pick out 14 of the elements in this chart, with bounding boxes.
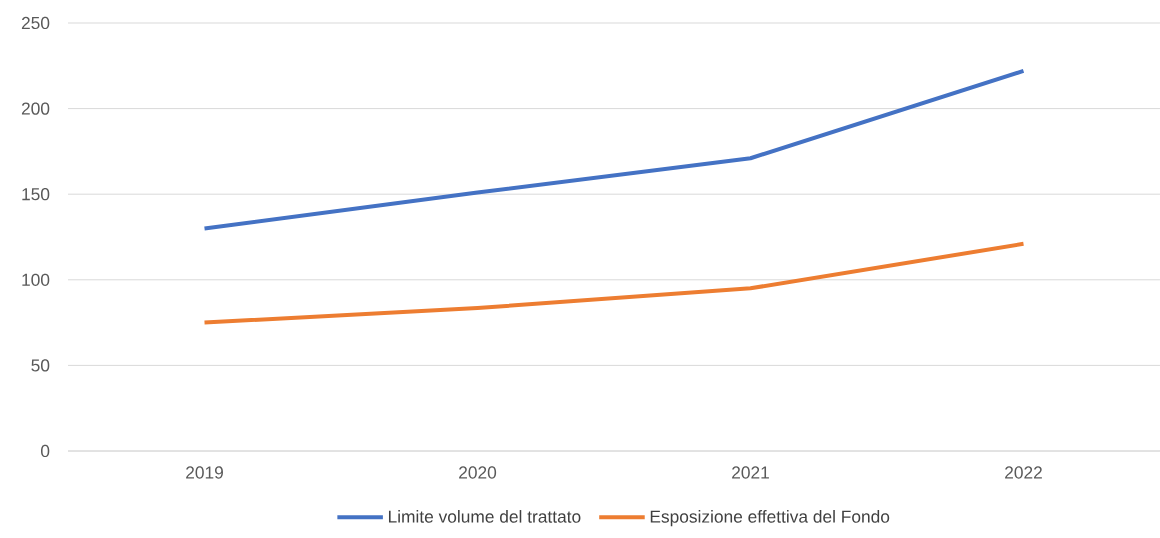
y-tick-label: 50 xyxy=(31,359,50,372)
y-tick-label: 250 xyxy=(21,16,50,30)
x-tick-label: 2020 xyxy=(459,466,497,479)
y-tick-label: 150 xyxy=(22,188,50,201)
line-series xyxy=(202,68,1026,231)
legend-label: Esposizione effettiva del Fondo xyxy=(650,510,890,527)
line-series xyxy=(202,241,1026,325)
y-tick-label: 0 xyxy=(41,444,50,458)
legend-label: Limite volume del trattato xyxy=(388,510,581,523)
y-tick-label: 100 xyxy=(22,273,50,286)
x-tick-label: 2019 xyxy=(186,466,223,479)
x-tick-label: 2022 xyxy=(1005,466,1042,479)
y-tick-label: 200 xyxy=(21,102,50,115)
x-tick-label: 2021 xyxy=(732,466,769,479)
